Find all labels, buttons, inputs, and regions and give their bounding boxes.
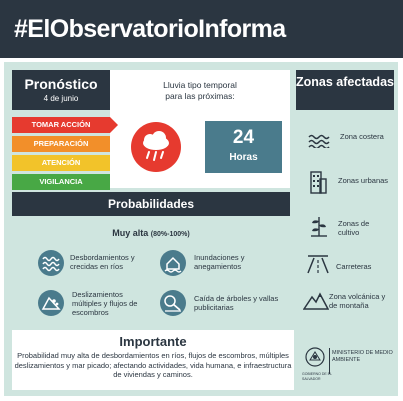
waves-icon [308,134,330,153]
probability-level: Muy alta (80%-100%) [12,228,290,240]
forecast-header [12,70,110,110]
crop-icon [309,215,329,242]
ministry-divider [329,348,330,374]
important-text: Probabilidad muy alta de desbordamientos… [14,351,292,379]
alert-take-action: TOMAR ACCIÓN [12,117,118,133]
rain-cloud-icon [131,122,181,172]
probabilities-header [12,192,290,216]
zones-header [296,70,394,110]
rain-description: Lluvia tipo temporal para las próximas: [163,80,237,101]
page-title: #ElObservatorioInforma [14,14,286,44]
ministry-name: MINISTERIO DE MEDIO AMBIENTE [332,350,393,363]
zones-title: Zonas afectadas [296,75,394,89]
risk-label-landslide: Deslizamientos múltiples y flujos de esc… [72,290,138,317]
probabilities-title: Probabilidades [107,197,195,211]
level-text: Muy alta [112,228,149,238]
building-icon [309,170,327,199]
river-icon [38,250,64,276]
zone-label-roads: Carreteras [336,262,372,271]
header-bar [0,0,403,58]
zone-label-crop: Zonas de cultivo [338,219,370,237]
mountain-icon [302,289,330,316]
hashtag-text: #ElObservatorio [14,15,199,43]
level-range: (80%-100%) [150,231,190,238]
alert-vigilance: VIGILANCIA [12,174,110,190]
hours-box [205,121,282,173]
forecast-title: Pronóstico [24,76,98,92]
alert-attention: ATENCIÓN [12,155,110,171]
landslide-icon [38,290,64,316]
alert-preparation: PREPARACIÓN [12,136,110,152]
hours-number: 24 [232,127,255,148]
title-bold-text: Informa [198,15,286,43]
risk-label-flood: Inundaciones y anegamientos [194,253,245,271]
important-panel [12,330,294,390]
zone-label-volcanic: Zona volcánica y de montaña [329,292,386,310]
zone-label-coastal: Zona costera [340,132,384,141]
hours-label: Horas [229,152,258,163]
road-icon [306,252,330,279]
el-salvador-seal-icon [304,346,326,370]
important-title: Importante [119,334,187,349]
flood-house-icon [160,250,186,276]
forecast-date: 4 de junio [43,94,79,103]
risk-label-trees: Caída de árboles y vallas publicitarias [194,294,279,312]
ministry-sub: GOBIERNO DE EL SALVADOR [302,372,332,381]
zone-label-urban: Zonas urbanas [338,176,389,185]
fallen-tree-icon [160,290,186,316]
risk-label-river: Desbordamientos y crecidas en ríos [70,253,135,271]
